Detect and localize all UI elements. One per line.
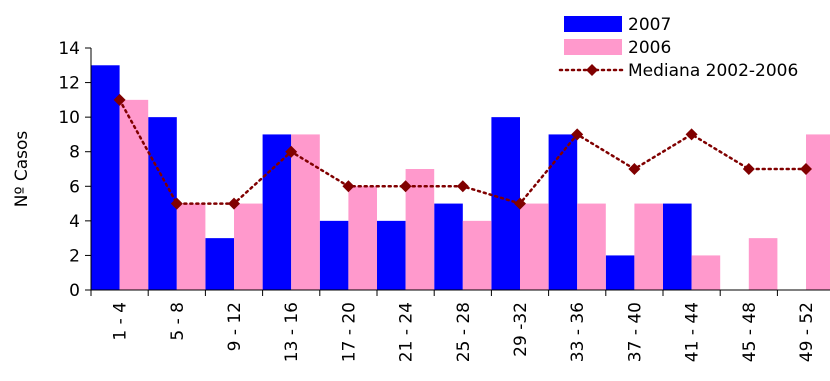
bar-2006-9 [634,203,663,290]
bar-2007-8 [548,134,578,290]
x-tick-label-11: 45 - 48 [740,302,760,362]
bar-2006-10 [691,255,721,290]
x-tick-label-4: 17 - 20 [339,302,359,362]
bar-2006-8 [577,203,606,290]
x-tick-label-12: 49 - 52 [797,302,817,362]
y-tick-label-0: 0 [69,281,80,301]
bar-2006-6 [462,220,492,290]
point-mediana-2 [228,197,240,210]
x-tick-label-2: 9 - 12 [225,302,245,351]
point-mediana-7 [514,197,526,210]
x-tick-label-10: 41 - 44 [683,302,703,362]
bar-2006-4 [348,186,377,290]
point-mediana-10 [685,128,698,141]
x-tick-label-3: 13 - 16 [282,302,302,362]
point-mediana-0 [113,93,126,106]
legend-label-mediana-2002-2006: Mediana 2002-2006 [628,61,798,81]
x-tick-label-9: 37 - 40 [625,302,645,362]
y-tick-label-4: 4 [69,212,80,232]
bar-2007-10 [663,203,692,290]
bar-2006-3 [291,134,320,290]
point-mediana-6 [456,180,469,193]
bar-2006-0 [119,99,149,290]
bar-2006-2 [234,203,263,290]
point-mediana-1 [170,197,183,210]
point-mediana-5 [399,180,412,193]
x-tick-label-7: 29 -32 [511,302,531,357]
bar-2007-0 [91,65,120,291]
point-mediana-12 [800,163,812,175]
bar-2006-1 [176,203,206,290]
y-tick-label-8: 8 [69,143,80,163]
x-tick-label-6: 25 - 28 [454,302,474,362]
point-mediana-8 [571,128,584,141]
y-tick-label-6: 6 [69,177,80,197]
legend-label-2007: 2007 [628,15,671,35]
legend-swatch-2007 [564,16,622,32]
x-tick-label-0: 1 - 4 [111,302,131,341]
bar-2007-4 [319,220,349,290]
legend-label-2006: 2006 [628,38,671,58]
y-tick-label-10: 10 [58,108,80,128]
bar-2007-3 [262,134,292,290]
bar-2007-2 [205,238,234,290]
bar-2007-9 [605,255,635,290]
bar-2006-12 [806,134,830,290]
point-mediana-9 [628,163,641,175]
y-axis-title: Nº Casos [12,131,32,208]
legend-swatch-2006 [564,39,622,55]
point-mediana-11 [742,163,755,175]
x-tick-label-8: 33 - 36 [568,302,588,362]
x-tick-label-5: 21 - 24 [397,302,417,362]
bar-2007-5 [377,220,406,290]
bar-2006-7 [520,203,549,290]
legend-marker-mediana-2002-2006 [586,64,598,76]
x-tick-label-1: 5 - 8 [168,302,188,341]
y-tick-label-14: 14 [58,39,80,59]
bar-2006-11 [748,238,778,290]
y-tick-label-2: 2 [69,246,80,266]
bar-2007-6 [434,203,463,290]
point-mediana-4 [342,180,355,193]
bar-2006-5 [405,169,435,290]
point-mediana-3 [285,145,298,158]
y-tick-label-12: 12 [58,74,80,94]
